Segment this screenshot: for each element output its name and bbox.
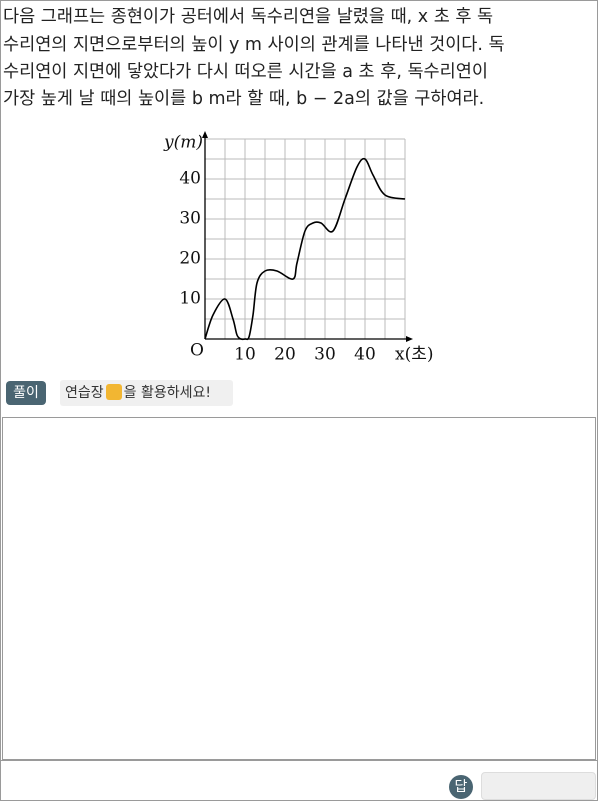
- pad-icon: [105, 384, 122, 400]
- y-tick-label: 40: [179, 169, 201, 189]
- x-tick-label: 20: [274, 345, 296, 365]
- answer-input[interactable]: [481, 772, 596, 800]
- x-arrow: [406, 336, 413, 342]
- x-axis-label: x(초): [395, 345, 434, 365]
- solution-badge: 풀이: [6, 381, 46, 405]
- x-tick-label: 30: [314, 345, 336, 365]
- problem-line: 다음 그래프는 종현이가 공터에서 독수리연을 날렸을 때, x 초 후 독: [3, 7, 494, 27]
- y-axis-label: y(m): [163, 133, 203, 153]
- x-tick-label: 40: [354, 345, 376, 365]
- problem-line: 수리연의 지면으로부터의 높이 y m 사이의 관계를 나타낸 것이다. 독: [3, 35, 505, 55]
- x-tick-label: 10: [234, 345, 256, 365]
- y-tick-label: 10: [179, 289, 201, 309]
- pad-label: 연습장: [65, 385, 104, 401]
- answer-badge: 답: [449, 775, 473, 799]
- scratch-hint[interactable]: 연습장 을 활용하세요!: [60, 380, 233, 406]
- problem-line: 수리연이 지면에 닿았다가 다시 떠오른 시간을 a 초 후, 독수리연이: [3, 62, 488, 82]
- curve: [204, 157, 406, 341]
- y-tick-label: 20: [179, 249, 201, 269]
- y-tick-label: 30: [179, 209, 201, 229]
- y-arrow: [202, 131, 208, 138]
- chart: O 10 20 30 40 10 20 30 40 y(m) x(초): [163, 131, 434, 365]
- hint-text: 을 활용하세요!: [123, 385, 211, 401]
- problem-line: 가장 높게 날 때의 높이를 b m라 할 때, b − 2a의 값을 구하여라…: [3, 89, 485, 109]
- x-tick-label: O: [190, 341, 204, 361]
- solution-area[interactable]: [2, 417, 596, 760]
- divider: [1, 760, 597, 761]
